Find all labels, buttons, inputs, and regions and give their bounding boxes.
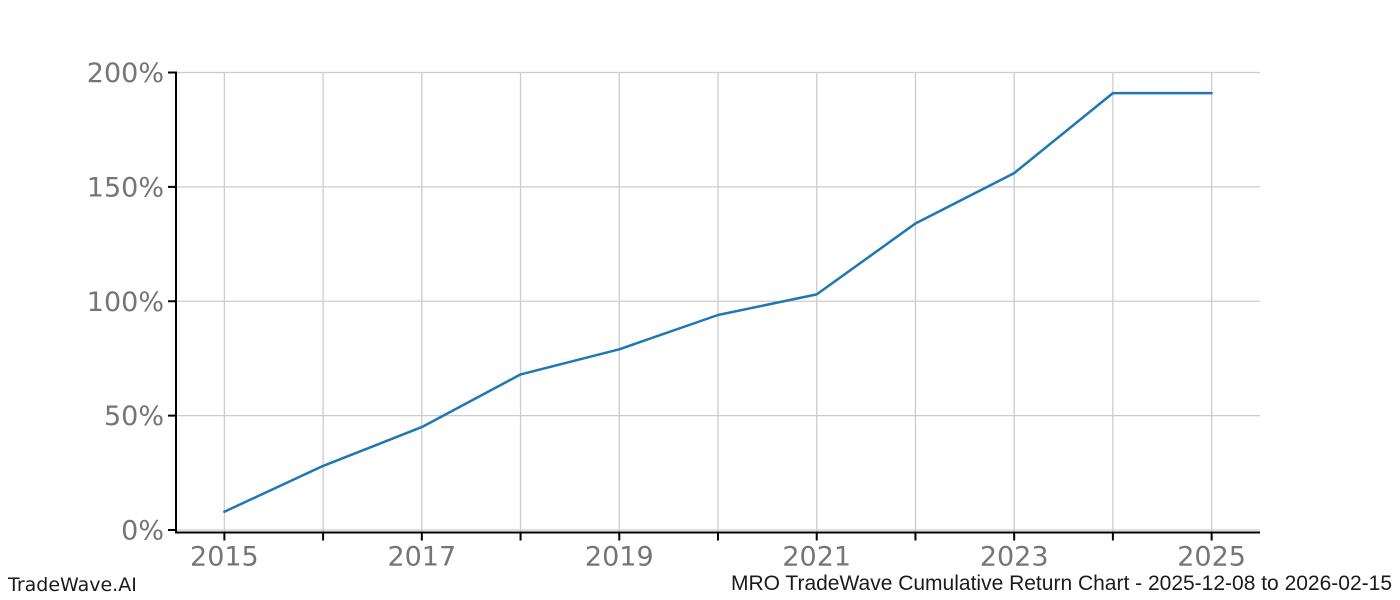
y-tick-label: 50% [104,401,164,432]
x-tick-label: 2023 [980,542,1049,573]
y-tick-label: 100% [87,287,164,318]
y-tick-label: 150% [87,172,164,203]
y-tick-label: 200% [87,58,164,89]
tick-marks [168,71,1213,541]
x-tick-label: 2025 [1177,542,1246,573]
x-tick-label: 2019 [585,542,654,573]
x-tick-label: 2017 [387,542,456,573]
y-tick-labels: 0% 50% 100% 150% 200% [87,58,164,547]
return-series-line [223,91,1213,513]
brand-text: TradeWave.AI [8,574,137,596]
grid-lines [176,71,1260,533]
y-tick-label: 0% [121,516,164,547]
x-tick-labels: 2015 2017 2019 2021 2023 2025 [190,542,1246,573]
x-tick-label: 2015 [190,542,259,573]
chart-caption: MRO TradeWave Cumulative Return Chart - … [730,572,1392,595]
x-tick-label: 2021 [782,542,851,573]
